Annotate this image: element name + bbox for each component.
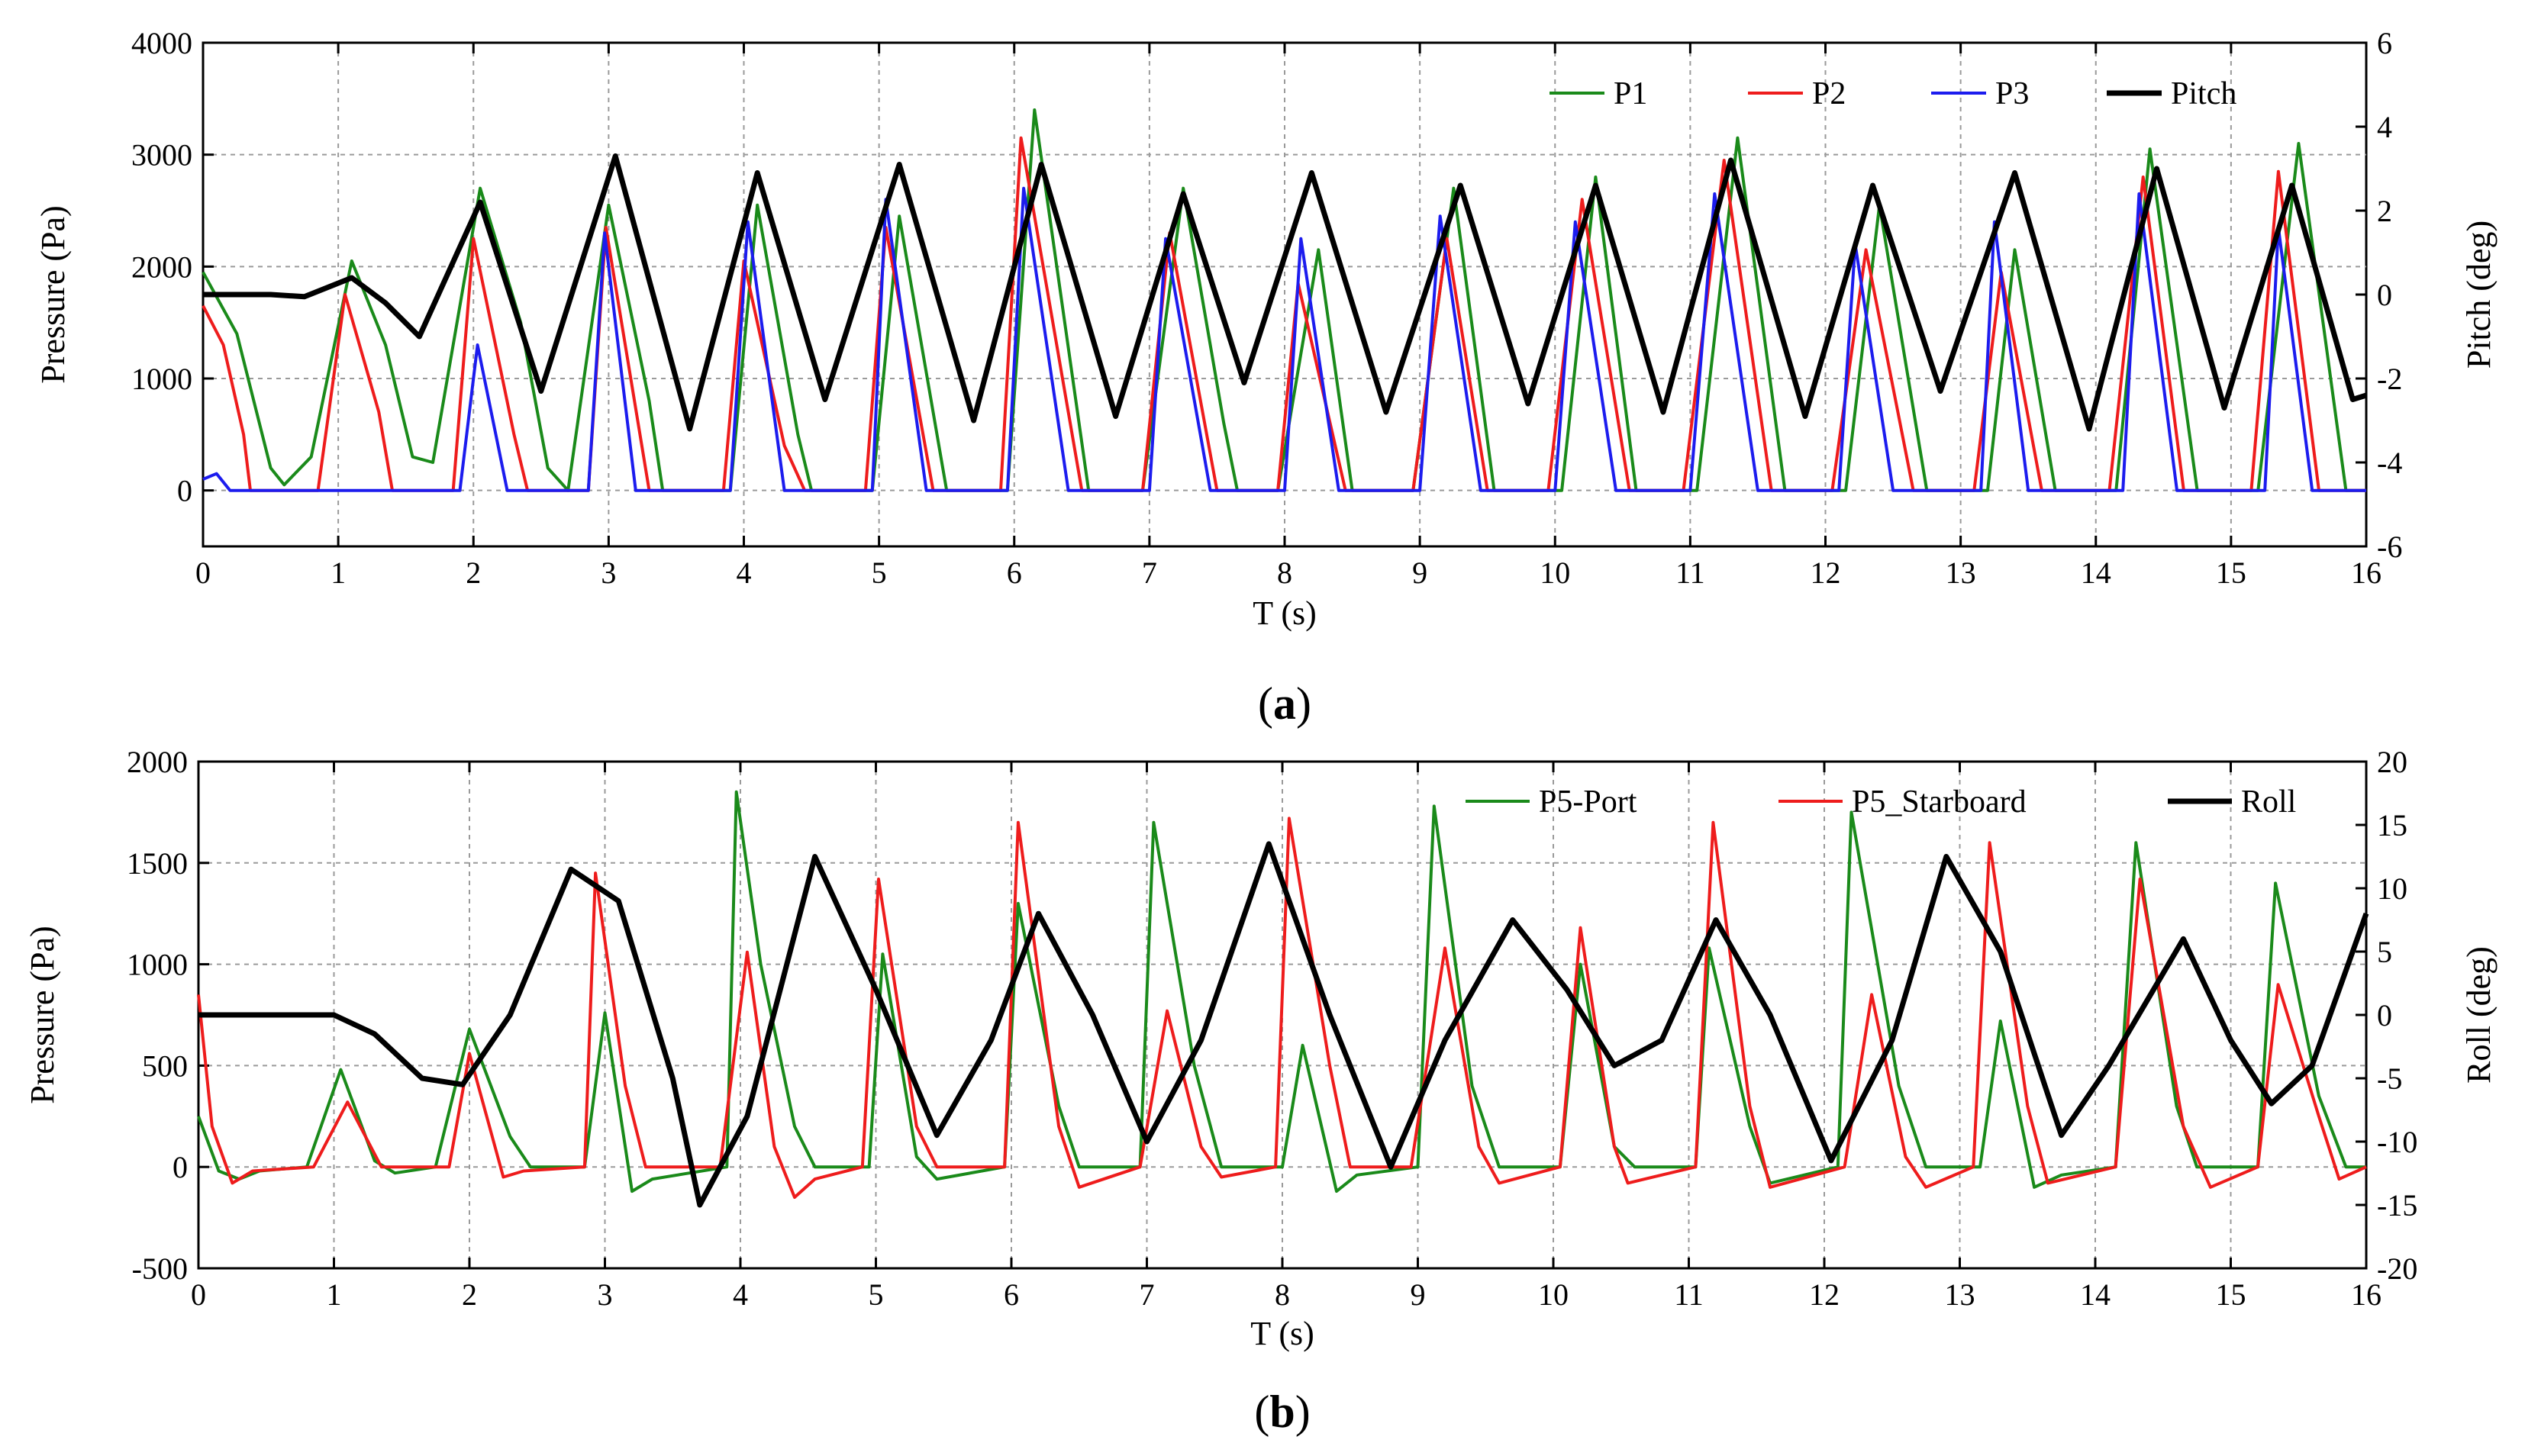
x-tick-label: 10 <box>1538 1277 1569 1312</box>
y-tick-label-left: 1500 <box>127 846 188 881</box>
x-tick-label: 13 <box>1945 1277 1975 1312</box>
x-tick-label: 11 <box>1674 1277 1704 1312</box>
x-tick-label: 6 <box>1004 1277 1019 1312</box>
y-tick-label-right: -10 <box>2377 1125 2417 1159</box>
y-axis-label-left-b: Pressure (Pa) <box>24 926 61 1103</box>
y-tick-label-right: 6 <box>2377 26 2392 60</box>
x-tick-label: 7 <box>1142 556 1157 590</box>
y-tick-label-left: 0 <box>177 474 192 508</box>
x-tick-label: 2 <box>466 556 481 590</box>
legend-label-p3: P3 <box>1995 76 2029 111</box>
x-tick-label: 5 <box>872 556 887 590</box>
legend-label-p1: P1 <box>1614 76 1647 111</box>
legend-label-pitch: Pitch <box>2171 76 2236 111</box>
series-group-b <box>197 790 2369 1208</box>
x-tick-label: 14 <box>2081 556 2111 590</box>
series-line-roll <box>198 841 2369 1208</box>
x-tick-label: 15 <box>2216 556 2246 590</box>
y-tick-label-right: 0 <box>2377 278 2392 312</box>
y-tick-label-left: -500 <box>132 1251 188 1286</box>
x-tick-label: 0 <box>191 1277 206 1312</box>
y-tick-label-right: 15 <box>2377 808 2407 842</box>
y-tick-label-left: 1000 <box>131 362 192 396</box>
y-axis-label-left-a: Pressure (Pa) <box>34 205 72 383</box>
y-tick-label-right: 4 <box>2377 110 2392 144</box>
y-tick-label-right: -4 <box>2377 446 2402 480</box>
y-tick-label-right: -5 <box>2377 1061 2402 1096</box>
ticks-b: 0 1 2 3 4 5 6 7 8 9 10 11 12 13 14 15 16-500050010001500… <box>127 745 2417 1312</box>
legend-b: P5-Port P5_Starboard Roll <box>1466 784 2296 820</box>
legend-label-p2: P2 <box>1812 76 1846 111</box>
x-tick-label: 2 <box>462 1277 477 1312</box>
x-tick-label: 11 <box>1675 556 1705 590</box>
x-tick-label: 9 <box>1412 556 1427 590</box>
x-tick-label: 14 <box>2080 1277 2111 1312</box>
legend-label-p5-starboard: P5_Starboard <box>1852 784 2027 820</box>
x-tick-label: 16 <box>2351 1277 2381 1312</box>
y-tick-label-left: 3000 <box>131 138 192 172</box>
y-tick-label-right: -20 <box>2377 1251 2417 1286</box>
x-tick-label: 1 <box>331 556 346 590</box>
x-tick-label: 3 <box>601 556 616 590</box>
legend-label-p5-port: P5-Port <box>1539 784 1637 820</box>
y-tick-label-left: 2000 <box>131 250 192 284</box>
series-line-pitch <box>203 153 2368 432</box>
y-tick-label-left: 0 <box>173 1150 188 1184</box>
y-tick-label-right: 5 <box>2377 935 2392 969</box>
series-line-p5-starboard <box>197 817 2367 1199</box>
y-tick-label-right: 20 <box>2377 745 2407 779</box>
x-axis-label-b: T (s) <box>1250 1315 1314 1352</box>
caption-letter-a: a <box>1273 678 1296 729</box>
y-tick-label-right: 0 <box>2377 998 2392 1032</box>
x-tick-label: 6 <box>1007 556 1022 590</box>
y-tick-label-left: 2000 <box>127 745 188 779</box>
legend-label-roll: Roll <box>2241 784 2296 820</box>
y-tick-label-right: 2 <box>2377 194 2392 228</box>
x-axis-label-a: T (s) <box>1253 594 1317 632</box>
x-tick-label: 3 <box>598 1277 613 1312</box>
y-tick-label-right: -6 <box>2377 530 2402 564</box>
chart-panel-b: 0 1 2 3 4 5 6 7 8 9 10 11 12 13 14 15 16-500050010001500… <box>24 745 2498 1437</box>
y-tick-label-right: -2 <box>2377 362 2402 396</box>
x-tick-label: 9 <box>1411 1277 1426 1312</box>
x-tick-label: 8 <box>1277 556 1292 590</box>
y-axis-label-right-a: Pitch (deg) <box>2460 221 2498 369</box>
x-tick-label: 8 <box>1275 1277 1290 1312</box>
x-tick-label: 15 <box>2216 1277 2246 1312</box>
y-tick-label-right: -15 <box>2377 1188 2417 1222</box>
caption-b: (b) <box>1254 1387 1310 1437</box>
y-tick-label-left: 4000 <box>131 26 192 60</box>
ticks-a: 0 1 2 3 4 5 6 7 8 9 10 11 12 13 14 15 160100020003000400… <box>131 26 2402 590</box>
x-tick-label: 13 <box>1946 556 1976 590</box>
legend-a: P1 P2 P3 Pitch <box>1550 76 2236 111</box>
caption-letter-b: b <box>1269 1387 1295 1437</box>
series-group-a <box>202 108 2368 492</box>
caption-a: (a) <box>1258 678 1311 729</box>
y-tick-label-right: 10 <box>2377 871 2407 906</box>
x-tick-label: 16 <box>2351 556 2381 590</box>
x-tick-label: 12 <box>1811 556 1841 590</box>
chart-panel-a: 0 1 2 3 4 5 6 7 8 9 10 11 12 13 14 15 160100020003000400… <box>34 26 2498 729</box>
series-line-p3 <box>202 186 2366 492</box>
y-tick-label-left: 500 <box>142 1049 188 1083</box>
y-axis-label-right-b: Roll (deg) <box>2460 946 2498 1084</box>
x-tick-label: 12 <box>1809 1277 1840 1312</box>
x-tick-label: 1 <box>327 1277 342 1312</box>
y-tick-label-left: 1000 <box>127 948 188 982</box>
x-tick-label: 5 <box>869 1277 884 1312</box>
series-line-p5-port <box>197 790 2366 1193</box>
x-tick-label: 4 <box>737 556 752 590</box>
x-tick-label: 10 <box>1540 556 1570 590</box>
x-tick-label: 7 <box>1140 1277 1155 1312</box>
x-tick-label: 4 <box>733 1277 748 1312</box>
series-line-p1 <box>202 108 2366 492</box>
x-tick-label: 0 <box>195 556 211 590</box>
